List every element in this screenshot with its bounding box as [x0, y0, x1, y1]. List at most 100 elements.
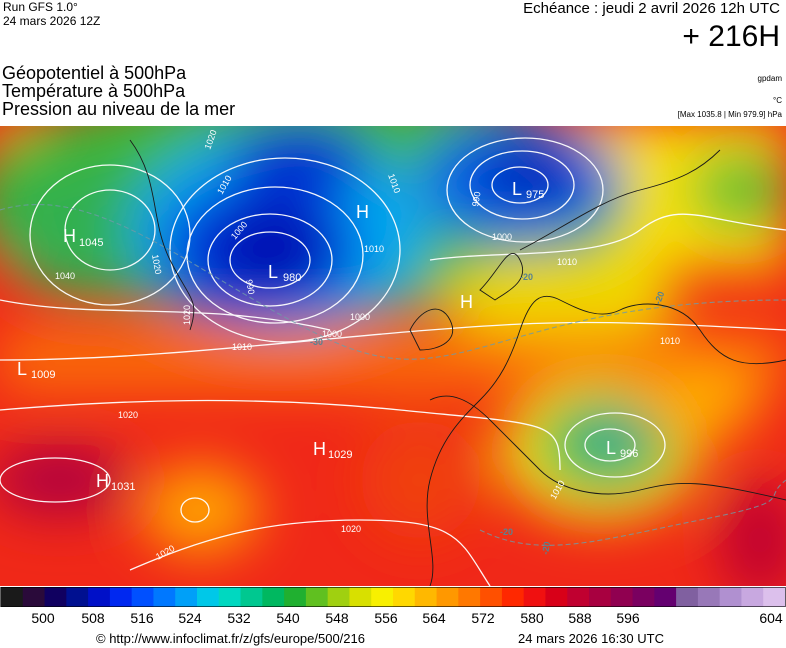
- color-scale-swatch: [240, 587, 263, 607]
- color-scale-swatch: [284, 587, 307, 607]
- color-scale-swatch: [305, 587, 329, 607]
- color-scale-swatch: [109, 587, 133, 607]
- center-l-980-value: 980: [283, 272, 301, 284]
- color-scale-swatch: [393, 587, 416, 607]
- title-temperature: Température à 500hPa: [2, 81, 186, 101]
- color-scale-swatch: [501, 587, 525, 607]
- run-label: Run GFS 1.0°: [3, 0, 78, 14]
- color-scale-tick-label: 588: [568, 610, 592, 626]
- color-scale-swatch: [327, 587, 350, 607]
- isobar-label: 1020: [118, 410, 138, 420]
- isobar-label: 990: [244, 279, 256, 296]
- lead-time: + 216H: [682, 20, 780, 53]
- isobar-label: 1040: [55, 271, 75, 281]
- map-titles: Géopotentiel à 500hPa Température à 500h…: [2, 64, 235, 118]
- color-scale-tick-label: 572: [471, 610, 495, 626]
- pressure-min-max: [Max 1035.8 | Min 979.9] hPa: [677, 110, 782, 119]
- unit-celsius: °C: [773, 96, 782, 105]
- color-scale-swatch: [262, 587, 285, 607]
- color-scale-swatch: [1, 587, 24, 607]
- temperature-label: -20: [520, 272, 533, 282]
- weather-map: H 1045 L 980 H L 975 H L 1009 H 1029 H 1…: [0, 126, 786, 586]
- color-scale-tick-label: 532: [227, 610, 251, 626]
- isobar-label: 1020: [150, 254, 163, 275]
- isobar-label: 1000: [350, 312, 370, 322]
- color-scale-swatch: [131, 587, 154, 607]
- color-scale-swatch: [44, 587, 67, 607]
- color-scale-swatch: [719, 587, 742, 607]
- color-scale-swatch: [545, 587, 568, 607]
- color-scale-tick-label: 596: [616, 610, 640, 626]
- center-h-scandi-type: H: [460, 292, 473, 312]
- center-h-1031-type: H: [96, 471, 109, 491]
- color-scale-tick-label: 556: [374, 610, 398, 626]
- color-scale-swatch: [349, 587, 372, 607]
- isobar-label: 1010: [232, 342, 252, 352]
- color-scale-swatch: [22, 587, 46, 607]
- center-h-1031-value: 1031: [111, 481, 135, 493]
- color-scale-swatch: [610, 587, 634, 607]
- color-scale-swatch: [741, 587, 764, 607]
- run-info: Run GFS 1.0° 24 mars 2026 12Z: [3, 0, 100, 28]
- center-h-1045-value: 1045: [79, 237, 103, 249]
- isobar-label: 1020: [182, 305, 192, 325]
- generation-timestamp: 24 mars 2026 16:30 UTC: [518, 631, 664, 646]
- color-scale-swatch: [523, 587, 546, 607]
- color-scale-tick-label: 516: [130, 610, 154, 626]
- color-scale-tick-label: 548: [325, 610, 349, 626]
- center-l-1009-type: L: [17, 359, 27, 379]
- color-scale-swatch: [218, 587, 242, 607]
- center-l-980-type: L: [268, 262, 278, 282]
- isobar-label: 1010: [660, 336, 680, 346]
- isobar-label: 1000: [492, 232, 512, 242]
- color-scale-tick-label: 604: [759, 610, 783, 626]
- center-h-north-type: H: [356, 202, 369, 222]
- isobar-label: 1000: [322, 329, 342, 339]
- color-scale-tick-label: 540: [276, 610, 300, 626]
- center-h-1045-type: H: [63, 226, 76, 246]
- color-scale-bar: [0, 587, 786, 607]
- color-scale-tick-label: 500: [31, 610, 55, 626]
- temperature-label: -20: [500, 527, 513, 537]
- color-scale-tick-label: 564: [422, 610, 446, 626]
- center-l-996-value: 996: [620, 448, 638, 460]
- center-h-1029-value: 1029: [328, 449, 352, 461]
- forecast-valid-time: Echéance : jeudi 2 avril 2026 12h UTC: [523, 0, 780, 17]
- color-scale-swatch: [654, 587, 677, 607]
- color-scale-ticks: 500 508 516 524 532 540 548 556 564 572 580 588 596 6…: [0, 608, 786, 628]
- color-scale-swatch: [88, 587, 111, 607]
- color-scale-swatch: [567, 587, 590, 607]
- color-scale-swatch: [197, 587, 220, 607]
- center-l-1009-value: 1009: [31, 369, 55, 381]
- run-date: 24 mars 2026 12Z: [3, 14, 101, 28]
- color-scale-swatch: [480, 587, 503, 607]
- center-l-996-type: L: [606, 438, 616, 458]
- color-scale-swatch: [763, 587, 786, 607]
- isobar-label: 990: [470, 191, 482, 208]
- center-h-1029-type: H: [313, 439, 326, 459]
- unit-gpdam: gpdam: [757, 74, 782, 83]
- color-scale-swatch: [697, 587, 721, 607]
- color-scale-tick-label: 580: [520, 610, 544, 626]
- temperature-label: -30: [310, 337, 323, 347]
- color-scale-tick-label: 524: [178, 610, 202, 626]
- temperature-label: -20: [540, 541, 552, 556]
- title-geopotential: Géopotentiel à 500hPa: [2, 63, 187, 83]
- color-scale-swatch: [632, 587, 655, 607]
- color-scale-swatch: [414, 587, 438, 607]
- color-scale-tick-label: 508: [81, 610, 105, 626]
- color-scale-swatch: [371, 587, 394, 607]
- color-scale-swatch: [676, 587, 699, 607]
- color-scale-swatch: [153, 587, 176, 607]
- copyright: © http://www.infoclimat.fr/z/gfs/europe/…: [96, 631, 365, 646]
- isobar-label: 1010: [557, 257, 577, 267]
- color-scale-swatch: [589, 587, 612, 607]
- isobar-label: 1010: [364, 244, 384, 254]
- color-scale-swatch: [175, 587, 198, 607]
- title-pressure: Pression au niveau de la mer: [2, 99, 236, 119]
- color-scale-swatch: [458, 587, 481, 607]
- center-l-975-type: L: [512, 179, 522, 199]
- center-l-975-value: 975: [526, 189, 544, 201]
- color-scale-swatch: [66, 587, 89, 607]
- isobar-label: 1020: [341, 524, 361, 534]
